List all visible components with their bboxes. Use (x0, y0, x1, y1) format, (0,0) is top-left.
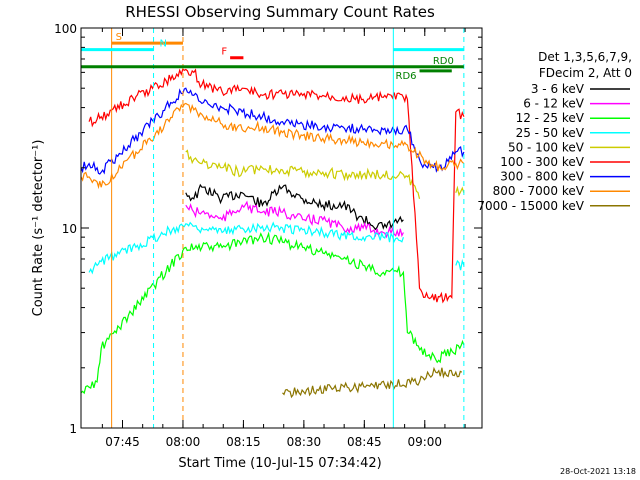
series-line-1 (185, 200, 404, 239)
annotation-label-s: S (116, 32, 122, 43)
legend: Det 1,3,5,6,7,9, FDecim 2, Att 0 3 - 6 k… (477, 50, 632, 213)
x-tick-label-3: 08:30 (287, 435, 322, 449)
legend-label-2: 12 - 25 keV (516, 111, 585, 125)
footer-timestamp: 28-Oct-2021 13:18 (560, 467, 636, 476)
series-line-4 (185, 149, 465, 199)
legend-label-4: 50 - 100 keV (508, 140, 585, 154)
x-axis-label: Start Time (10-Jul-15 07:34:42) (178, 456, 381, 471)
series-line-0 (185, 183, 404, 231)
series-line-2 (80, 231, 465, 395)
annotation-label-rd0: RD0 (433, 56, 454, 67)
series-line-7 (80, 102, 465, 190)
legend-label-6: 300 - 800 keV (500, 170, 584, 184)
legend-header-line-1: Det 1,3,5,6,7,9, (538, 50, 632, 64)
annotation-label-n: N (160, 39, 167, 50)
legend-header-line-2: FDecim 2, Att 0 (539, 66, 632, 80)
legend-label-5: 100 - 300 keV (500, 155, 584, 169)
annotation-label-f: F (221, 47, 227, 58)
x-tick-label-4: 08:45 (347, 435, 382, 449)
legend-label-0: 3 - 6 keV (531, 82, 585, 96)
series-line-8 (282, 366, 463, 399)
series-line-6 (80, 87, 465, 175)
legend-label-7: 800 - 7000 keV (493, 184, 585, 198)
chart-title: RHESSI Observing Summary Count Rates (125, 3, 435, 21)
x-tick-label-5: 09:00 (407, 435, 442, 449)
legend-label-3: 25 - 50 keV (516, 126, 585, 140)
series-line-5 (88, 68, 465, 304)
x-tick-label-1: 08:00 (166, 435, 201, 449)
legend-label-8: 7000 - 15000 keV (477, 199, 584, 213)
legend-label-1: 6 - 12 keV (523, 97, 585, 111)
y-axis-label: Count Rate (s⁻¹ detector⁻¹) (31, 140, 46, 317)
x-tick-label-2: 08:15 (226, 435, 261, 449)
annotation-label-rd6: RD6 (396, 71, 417, 82)
series-line-3 (88, 221, 465, 275)
y-tick-label-2: 100 (54, 22, 77, 36)
plot-area: S N F RD0 RD6 (80, 28, 465, 428)
y-tick-label-1: 10 (62, 222, 77, 236)
x-tick-label-0: 07:45 (105, 435, 140, 449)
y-tick-label-0: 1 (69, 422, 77, 436)
